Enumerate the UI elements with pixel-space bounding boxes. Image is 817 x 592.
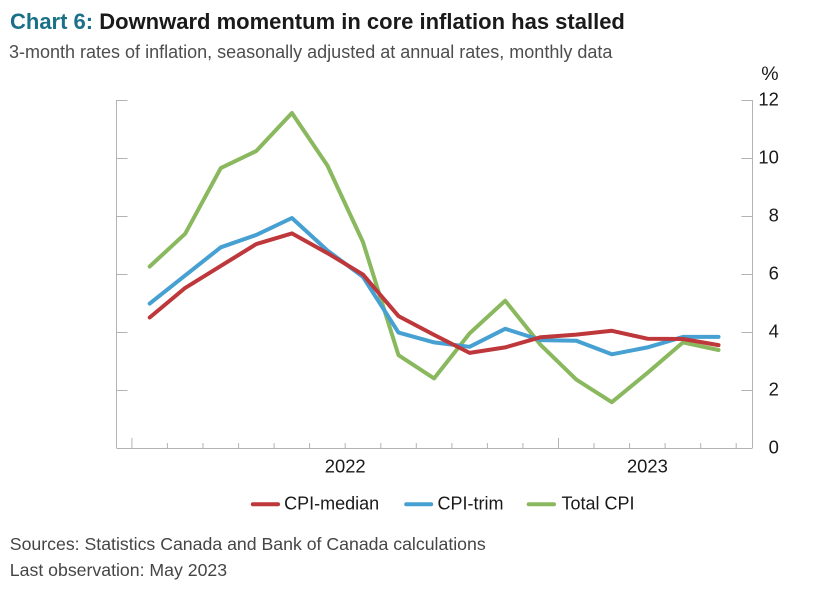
svg-text:2023: 2023	[627, 456, 668, 477]
svg-text:8: 8	[769, 204, 779, 225]
svg-text:2: 2	[769, 378, 779, 399]
svg-text:CPI-median: CPI-median	[284, 494, 379, 514]
svg-text:0: 0	[769, 436, 779, 457]
svg-text:6: 6	[769, 262, 779, 283]
svg-text:CPI-trim: CPI-trim	[438, 494, 504, 514]
svg-text:4: 4	[769, 320, 779, 341]
svg-text:2022: 2022	[325, 456, 366, 477]
svg-text:Total CPI: Total CPI	[562, 494, 635, 514]
svg-text:12: 12	[758, 88, 778, 109]
svg-text:10: 10	[758, 146, 778, 167]
svg-text:%: %	[761, 63, 778, 85]
